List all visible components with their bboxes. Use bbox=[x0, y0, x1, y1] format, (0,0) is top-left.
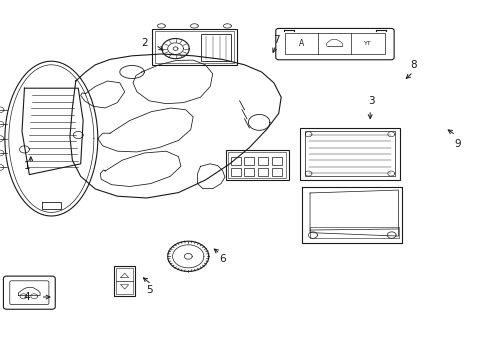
Text: 5: 5 bbox=[145, 285, 152, 295]
Bar bbox=[151, 29, 237, 65]
FancyBboxPatch shape bbox=[275, 28, 393, 60]
Text: 9: 9 bbox=[453, 139, 460, 149]
Bar bbox=[304, 131, 394, 176]
Bar bbox=[116, 268, 133, 294]
Bar bbox=[258, 168, 267, 176]
Bar bbox=[225, 150, 288, 180]
Text: 7: 7 bbox=[272, 35, 279, 45]
Bar bbox=[271, 157, 281, 165]
Bar bbox=[230, 157, 240, 165]
Bar bbox=[244, 168, 254, 176]
Bar bbox=[201, 34, 231, 61]
Bar bbox=[284, 33, 385, 54]
Bar bbox=[154, 31, 234, 63]
Bar bbox=[228, 152, 285, 178]
Text: 6: 6 bbox=[219, 254, 225, 264]
Text: 2: 2 bbox=[141, 38, 147, 48]
Bar bbox=[299, 128, 399, 180]
Text: YT: YT bbox=[364, 41, 371, 46]
Bar bbox=[244, 157, 254, 165]
FancyBboxPatch shape bbox=[3, 276, 55, 309]
Text: 1: 1 bbox=[23, 161, 30, 171]
Bar bbox=[271, 168, 281, 176]
Bar bbox=[230, 168, 240, 176]
Bar bbox=[114, 266, 135, 296]
Text: 4: 4 bbox=[23, 292, 30, 302]
FancyBboxPatch shape bbox=[10, 281, 49, 305]
Text: A: A bbox=[298, 39, 303, 48]
Text: 3: 3 bbox=[367, 96, 374, 106]
Bar bbox=[309, 227, 398, 238]
Bar bbox=[258, 157, 267, 165]
Text: 8: 8 bbox=[409, 60, 416, 70]
